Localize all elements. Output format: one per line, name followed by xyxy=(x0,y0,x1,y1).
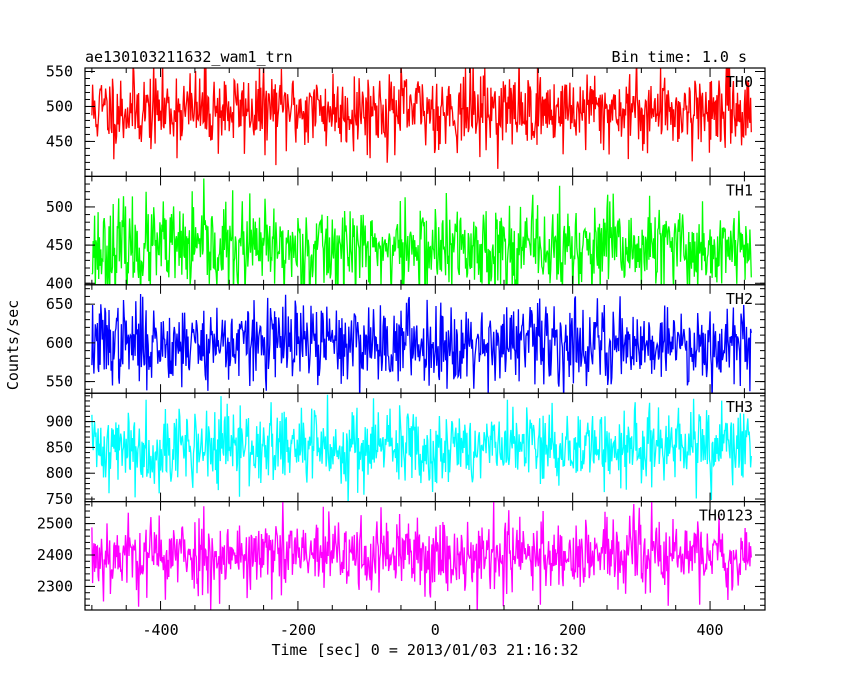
series-line-th3 xyxy=(91,394,752,502)
x-axis-label: Time [sec] 0 = 2013/01/03 21:16:32 xyxy=(271,641,578,659)
panel-th3: 750 800 850 900 TH3 xyxy=(46,392,766,508)
y-tick-label: 650 xyxy=(46,295,73,313)
series-line-th1 xyxy=(91,178,752,285)
y-tick-label: 450 xyxy=(46,132,73,150)
panel-th2: 550 600 650 TH2 xyxy=(46,284,766,394)
y-tick-label: 550 xyxy=(46,62,73,80)
x-tick-label: -200 xyxy=(280,621,316,639)
plot-title: ae130103211632_wam1_trn xyxy=(85,48,293,66)
bin-time-label: Bin time: 1.0 s xyxy=(612,48,747,66)
y-tick-label: 600 xyxy=(46,334,73,352)
series-line-th0123 xyxy=(91,501,752,611)
panel-label-th3: TH3 xyxy=(726,398,753,416)
y-tick-label: 450 xyxy=(46,236,73,254)
y-tick-label: 900 xyxy=(46,413,73,431)
panel-label-th1: TH1 xyxy=(726,181,753,199)
x-tick-label: 400 xyxy=(697,621,724,639)
panel-label-th0: TH0 xyxy=(726,73,753,91)
panel-th0: 450 500 550 TH0 xyxy=(46,62,766,178)
panel-label-th2: TH2 xyxy=(726,290,753,308)
y-tick-label: 400 xyxy=(46,274,73,292)
y-tick-label: 800 xyxy=(46,464,73,482)
y-tick-label: 500 xyxy=(46,198,73,216)
panel-th0123: 2300 2400 2500 TH0123 xyxy=(37,501,766,611)
series-line-th0 xyxy=(91,68,752,169)
x-tick-label: -400 xyxy=(142,621,178,639)
panel-frame xyxy=(84,501,766,611)
panel-label-th0123: TH0123 xyxy=(699,507,753,525)
x-tick-label: 200 xyxy=(559,621,586,639)
y-tick-label: 500 xyxy=(46,97,73,115)
series-line-th2 xyxy=(91,293,752,394)
y-tick-label: 2500 xyxy=(37,515,73,533)
panel-th1: 400 450 500 TH1 xyxy=(46,175,766,292)
y-tick-label: 850 xyxy=(46,438,73,456)
y-tick-label: 750 xyxy=(46,490,73,508)
x-axis: -400 -200 0 200 400 xyxy=(142,621,723,639)
y-tick-label: 2400 xyxy=(37,546,73,564)
y-tick-label: 550 xyxy=(46,373,73,391)
y-tick-label: 2300 xyxy=(37,577,73,595)
y-axis-label: Counts/sec xyxy=(4,300,22,390)
x-tick-label: 0 xyxy=(431,621,440,639)
panels: 450 500 550 TH0 400 450 500 TH1 550 600 650 TH2 750 8… xyxy=(37,62,766,611)
